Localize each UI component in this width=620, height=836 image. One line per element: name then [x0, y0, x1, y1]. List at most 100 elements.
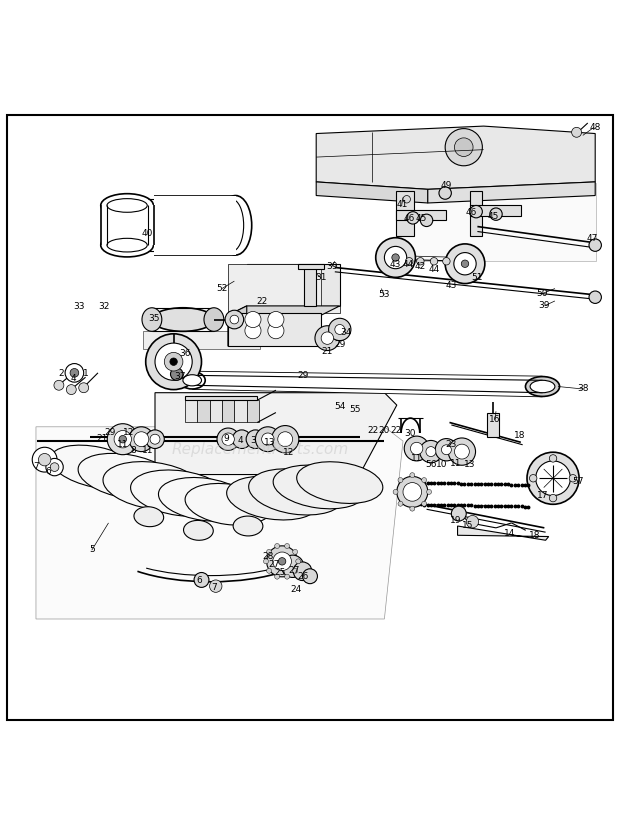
Ellipse shape	[134, 507, 164, 527]
Circle shape	[275, 574, 280, 579]
Text: 27: 27	[268, 559, 280, 568]
Circle shape	[278, 432, 293, 447]
Ellipse shape	[179, 372, 205, 390]
Text: 17: 17	[537, 491, 548, 500]
Circle shape	[194, 573, 209, 588]
Ellipse shape	[219, 196, 252, 256]
Circle shape	[146, 431, 164, 449]
Polygon shape	[228, 264, 340, 314]
Text: 21: 21	[322, 347, 333, 355]
Circle shape	[536, 461, 570, 496]
Text: 36: 36	[179, 349, 190, 358]
Polygon shape	[487, 413, 499, 438]
Text: 35: 35	[148, 314, 159, 322]
Polygon shape	[185, 396, 257, 400]
Circle shape	[527, 452, 579, 505]
Ellipse shape	[142, 308, 162, 332]
Circle shape	[246, 431, 265, 449]
Text: 29: 29	[105, 427, 116, 436]
Circle shape	[435, 439, 458, 461]
Text: 22: 22	[256, 297, 267, 306]
Text: 57: 57	[572, 477, 583, 486]
Polygon shape	[397, 184, 596, 262]
Polygon shape	[36, 427, 403, 619]
Ellipse shape	[107, 239, 148, 252]
Circle shape	[398, 478, 403, 483]
Circle shape	[407, 212, 419, 225]
Circle shape	[114, 431, 131, 448]
Circle shape	[427, 490, 432, 495]
Ellipse shape	[78, 454, 176, 500]
Text: 10: 10	[436, 460, 447, 469]
Ellipse shape	[185, 484, 271, 526]
Ellipse shape	[204, 308, 224, 332]
Text: 4: 4	[70, 373, 76, 382]
Text: 24: 24	[291, 584, 302, 593]
Circle shape	[445, 130, 482, 166]
Text: 45: 45	[416, 214, 427, 223]
Circle shape	[321, 333, 334, 345]
Polygon shape	[247, 400, 259, 423]
Circle shape	[66, 385, 76, 395]
Circle shape	[451, 507, 466, 522]
Circle shape	[164, 353, 183, 371]
Circle shape	[272, 426, 299, 453]
Text: 34: 34	[340, 328, 352, 337]
Text: 12: 12	[123, 427, 135, 436]
Polygon shape	[197, 400, 210, 423]
Text: 32: 32	[99, 302, 110, 311]
Text: 48: 48	[590, 122, 601, 131]
Circle shape	[420, 215, 433, 227]
Text: 11: 11	[117, 440, 128, 448]
Circle shape	[410, 507, 415, 512]
Polygon shape	[192, 372, 542, 397]
Text: 30: 30	[405, 428, 416, 437]
Circle shape	[285, 574, 290, 579]
Circle shape	[245, 312, 261, 329]
Circle shape	[426, 447, 436, 457]
Circle shape	[46, 459, 63, 477]
Text: 46: 46	[404, 214, 415, 223]
Circle shape	[403, 196, 410, 204]
Text: 11: 11	[411, 454, 422, 463]
Ellipse shape	[530, 381, 555, 393]
Polygon shape	[247, 264, 340, 307]
Polygon shape	[228, 314, 321, 347]
Text: 13: 13	[264, 437, 275, 446]
Circle shape	[422, 478, 427, 483]
Circle shape	[397, 477, 428, 507]
Polygon shape	[396, 211, 446, 221]
Circle shape	[170, 359, 177, 366]
Text: 27: 27	[289, 565, 300, 574]
Circle shape	[420, 441, 442, 463]
Circle shape	[398, 502, 403, 507]
Text: 31: 31	[316, 273, 327, 281]
Circle shape	[470, 206, 482, 218]
Circle shape	[210, 580, 222, 593]
Circle shape	[335, 325, 345, 335]
Ellipse shape	[526, 377, 559, 397]
Circle shape	[422, 502, 427, 507]
Text: 9: 9	[223, 433, 229, 442]
Text: 56: 56	[425, 460, 436, 469]
Circle shape	[278, 558, 286, 565]
Circle shape	[65, 364, 84, 383]
Polygon shape	[155, 393, 397, 475]
Polygon shape	[396, 192, 414, 237]
Ellipse shape	[103, 462, 205, 510]
Circle shape	[589, 240, 601, 252]
Circle shape	[107, 424, 138, 455]
Circle shape	[273, 553, 291, 571]
Text: 20: 20	[379, 426, 390, 435]
Text: 19: 19	[450, 516, 461, 525]
Ellipse shape	[100, 234, 153, 257]
Ellipse shape	[107, 200, 148, 213]
Text: 43: 43	[446, 280, 457, 289]
Polygon shape	[228, 307, 340, 347]
Text: 5: 5	[89, 545, 95, 553]
Circle shape	[150, 435, 160, 445]
Text: 55: 55	[349, 405, 360, 413]
Circle shape	[443, 258, 450, 266]
Polygon shape	[234, 400, 247, 423]
Circle shape	[572, 128, 582, 138]
